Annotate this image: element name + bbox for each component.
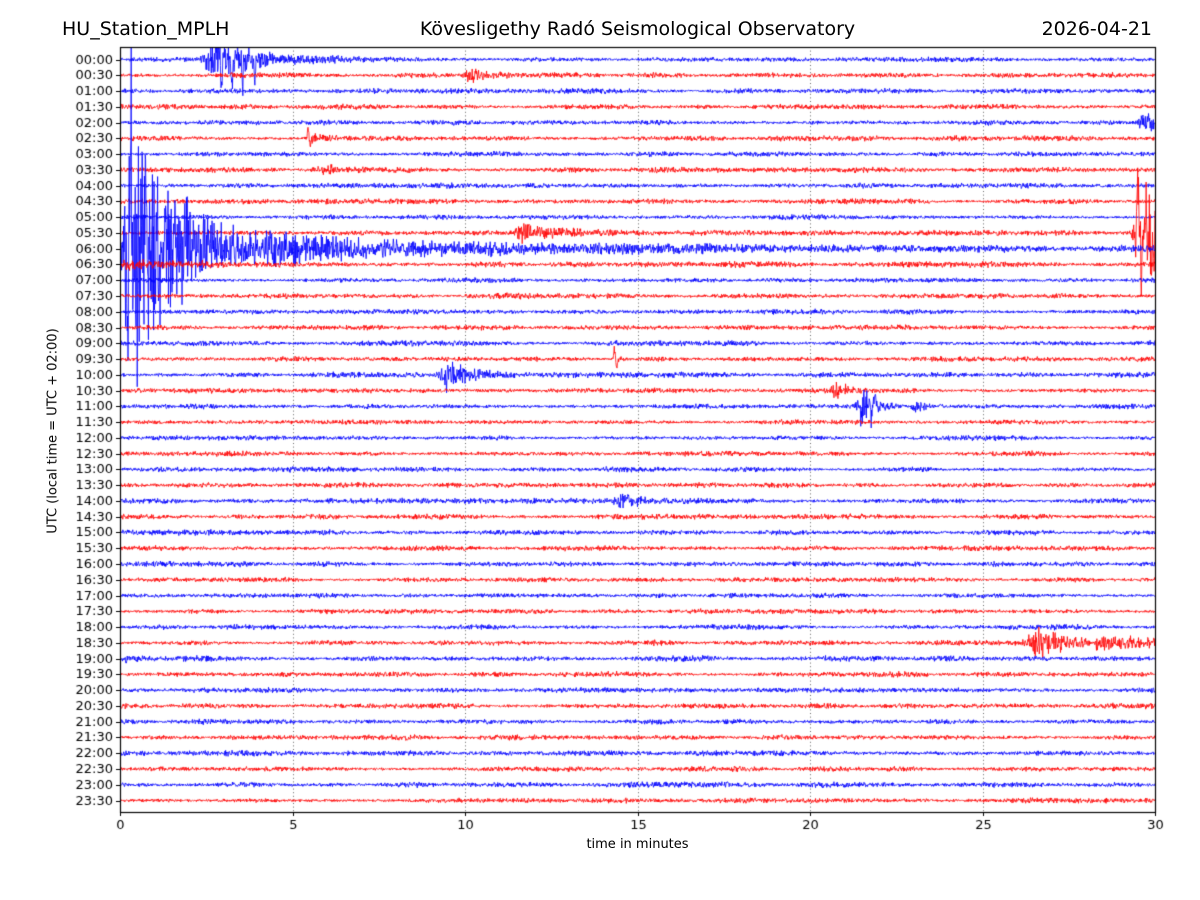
date-title: 2026-04-21 (1041, 18, 1152, 40)
station-title: HU_Station_MPLH (62, 18, 230, 40)
y-axis-label: UTC (local time = UTC + 02:00) (45, 328, 61, 534)
observatory-title: Kövesligethy Radó Seismological Observat… (419, 18, 856, 40)
x-axis-label: time in minutes (586, 837, 689, 852)
